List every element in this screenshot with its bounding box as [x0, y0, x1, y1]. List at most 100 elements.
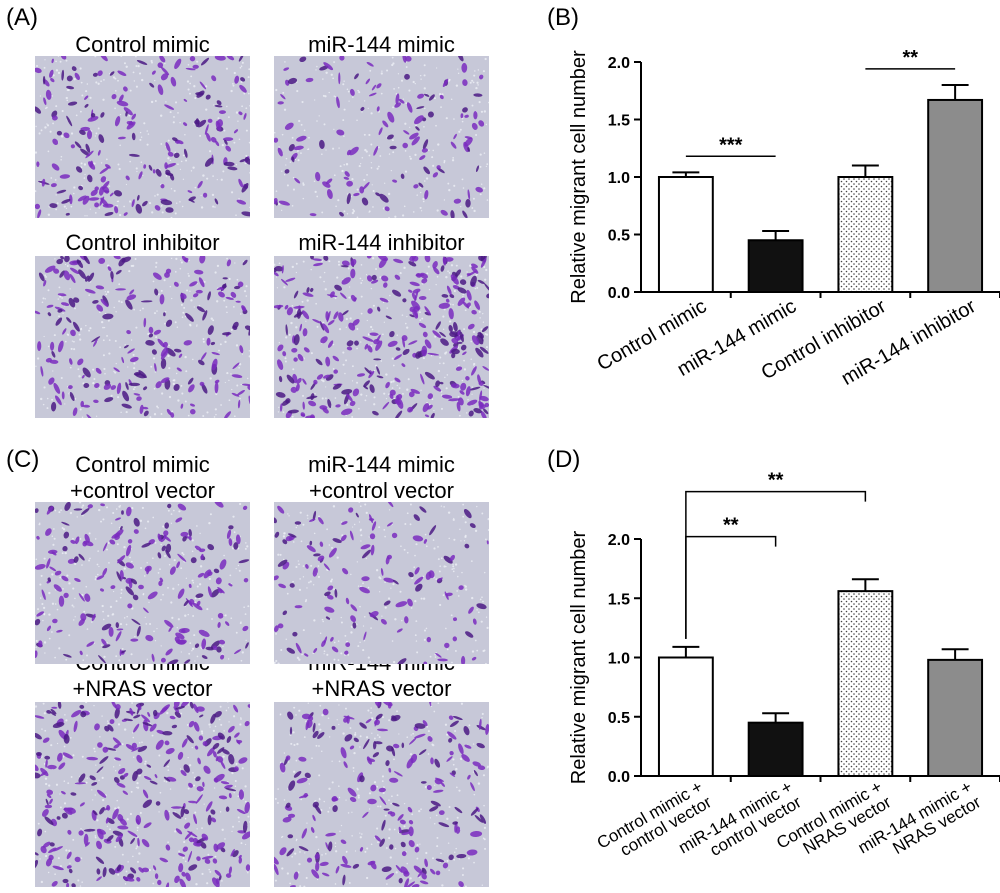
- micrograph-cell: [125, 562, 134, 569]
- micrograph-pore: [392, 62, 395, 65]
- micrograph-cell: [225, 788, 237, 792]
- micrograph-pore: [236, 278, 239, 281]
- micrograph-pore: [187, 414, 190, 417]
- micrograph-cell: [371, 274, 377, 281]
- micrograph-pore: [69, 288, 71, 290]
- micrograph-cell: [219, 559, 227, 570]
- micrograph-cell: [224, 784, 233, 789]
- micrograph-cell: [387, 111, 395, 123]
- micrograph-pore: [331, 578, 333, 581]
- micrograph-pore: [333, 588, 336, 591]
- micrograph-pore: [136, 170, 138, 173]
- micrograph-pore: [295, 838, 298, 841]
- micrograph-cell: [201, 833, 209, 841]
- micrograph-pore: [360, 393, 363, 396]
- micrograph-cell: [441, 394, 453, 399]
- micrograph-pore: [170, 522, 173, 524]
- micrograph-cell: [430, 868, 436, 875]
- micrograph-cell: [87, 116, 99, 122]
- micrograph-pore: [47, 150, 50, 153]
- micrograph-pore: [419, 206, 422, 210]
- micrograph-pore: [93, 747, 96, 750]
- micrograph-cell: [391, 532, 398, 539]
- micrograph-pore: [176, 202, 178, 204]
- micrograph-pore: [134, 386, 136, 389]
- micrograph-pore: [426, 725, 429, 728]
- micrograph-cell: [437, 658, 448, 662]
- micrograph-pore: [196, 60, 199, 63]
- micrograph-cell: [346, 149, 352, 156]
- micrograph-pore: [102, 518, 105, 521]
- micrograph-pore: [425, 851, 428, 855]
- micrograph-pore: [205, 108, 208, 111]
- micrograph-cell: [449, 293, 455, 299]
- micrograph-pore: [427, 730, 430, 733]
- micrograph-cell: [399, 819, 406, 825]
- micrograph-pore: [39, 858, 41, 860]
- micrograph-pore: [158, 811, 160, 813]
- micrograph-pore: [447, 511, 451, 514]
- micrograph-pore: [174, 151, 177, 154]
- micrograph-cell: [118, 768, 126, 775]
- micrograph-cell: [248, 328, 250, 336]
- micrograph-cell: [429, 525, 437, 536]
- micrograph-cell: [281, 265, 284, 274]
- micrograph-cell: [153, 865, 157, 871]
- micrograph-cell: [373, 145, 379, 156]
- micrograph-pore: [69, 862, 71, 864]
- micrograph-pore: [170, 601, 173, 604]
- micrograph-pore: [231, 771, 234, 775]
- micrograph-cell: [234, 285, 241, 290]
- micrograph-pore: [180, 384, 183, 387]
- micrograph-cell: [58, 762, 66, 770]
- micrograph-cell: [449, 750, 454, 756]
- micrograph-cell: [480, 411, 487, 418]
- micrograph-pore: [484, 332, 487, 335]
- micrograph-cell: [42, 737, 50, 743]
- micrograph-pore: [304, 852, 306, 854]
- micrograph-cell: [223, 161, 235, 167]
- micrograph-pore: [364, 148, 367, 152]
- micrograph-cell: [397, 814, 404, 821]
- micrograph-cell: [374, 702, 381, 707]
- micrograph-cell: [389, 145, 397, 150]
- micrograph-pore: [316, 878, 319, 881]
- micrograph-pore: [139, 131, 142, 134]
- micrograph-pore: [298, 588, 302, 592]
- micrograph-cell: [410, 753, 418, 764]
- micrograph-pore: [208, 150, 212, 153]
- micrograph-pore: [448, 271, 451, 274]
- micrograph-pore: [172, 509, 175, 512]
- micrograph-cell: [476, 742, 485, 749]
- micrograph-pore: [163, 279, 166, 282]
- micrograph-cell: [324, 591, 331, 597]
- micrograph-pore: [179, 201, 181, 203]
- micrograph-pore: [232, 715, 236, 718]
- micrograph-pore: [405, 326, 409, 329]
- micrograph-cells: [35, 256, 250, 418]
- micrograph-cell: [157, 84, 164, 96]
- micrograph-pore: [434, 784, 436, 786]
- micrograph-pore: [390, 380, 393, 384]
- micrograph-pore: [422, 197, 425, 201]
- micrograph-cell: [74, 141, 82, 149]
- micrograph-cell: [476, 603, 487, 610]
- micrograph-pore: [410, 734, 412, 736]
- micrograph-cell: [61, 199, 71, 204]
- micrograph-cell: [179, 878, 187, 887]
- micrograph-cell: [134, 373, 146, 379]
- micrograph-pore: [114, 371, 117, 374]
- micrograph-pore: [412, 211, 415, 213]
- micrograph-cell: [466, 302, 471, 308]
- micrograph-pore: [139, 138, 142, 141]
- micrograph-cell: [102, 313, 114, 320]
- micrograph-cell: [68, 385, 73, 390]
- micrograph-pore: [282, 411, 285, 414]
- micrograph-pore: [44, 126, 47, 129]
- micrograph-cell: [462, 351, 467, 356]
- micrograph-pore: [189, 82, 191, 85]
- micrograph-cell: [91, 336, 101, 343]
- micrograph-cell: [408, 340, 418, 345]
- micrograph-cell: [299, 56, 307, 63]
- micrograph-cell: [116, 571, 122, 582]
